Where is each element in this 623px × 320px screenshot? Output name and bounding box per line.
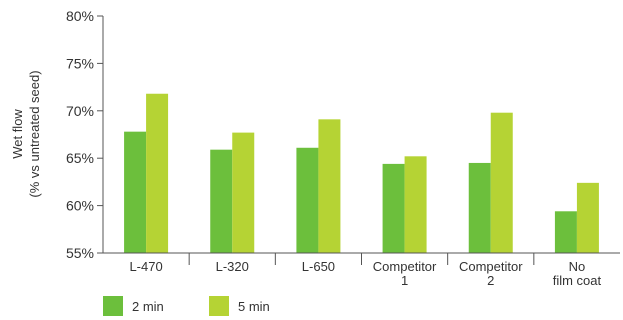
- legend-swatch: [209, 296, 229, 316]
- legend: 2 min 5 min: [103, 296, 270, 316]
- y-tick-label: 60%: [66, 198, 94, 214]
- bar-series-1: [210, 149, 233, 253]
- x-tick-label-line: 2: [487, 273, 494, 288]
- y-tick-label: 75%: [66, 55, 94, 71]
- legend-swatch: [103, 296, 123, 316]
- legend-label: 5 min: [238, 299, 270, 314]
- bar-series-2: [490, 112, 513, 253]
- x-tick-label-line: film coat: [553, 273, 602, 288]
- y-tick-label: 65%: [66, 150, 94, 166]
- y-axis-label-line: Wet flow: [10, 109, 25, 159]
- y-axis-ticks: 80% 75% 70% 65% 60% 55%: [66, 8, 103, 261]
- bars: [124, 93, 599, 254]
- y-tick-label: 70%: [66, 103, 94, 119]
- bar-series-2: [404, 156, 427, 253]
- y-axis-title: Wet flow (% vs untreated seed): [10, 70, 42, 197]
- bar-series-2: [232, 132, 255, 253]
- x-tick-label: Competitor 1: [373, 259, 437, 288]
- x-tick-label: L-320: [216, 259, 249, 274]
- x-tick-label: L-470: [129, 259, 162, 274]
- bar-series-2: [318, 119, 341, 253]
- x-tick-label-line: L-650: [302, 259, 335, 274]
- bar-series-2: [576, 182, 599, 253]
- y-axis-label-line: (% vs untreated seed): [27, 70, 42, 197]
- x-tick-label: Competitor 2: [459, 259, 523, 288]
- legend-label: 2 min: [132, 299, 164, 314]
- bar-series-2: [146, 93, 169, 254]
- x-tick-label: L-650: [302, 259, 335, 274]
- bar-series-1: [124, 131, 147, 253]
- bar-series-1: [296, 147, 319, 253]
- x-tick-label-line: L-320: [216, 259, 249, 274]
- x-tick-label-line: L-470: [129, 259, 162, 274]
- y-axis-label: Wet flow (% vs untreated seed): [10, 70, 42, 197]
- x-tick-label-line: Competitor: [373, 259, 437, 274]
- y-tick-label: 55%: [66, 245, 94, 261]
- x-tick-label-line: No: [569, 259, 586, 274]
- bar-series-1: [382, 163, 405, 253]
- bar-series-1: [468, 162, 491, 253]
- x-tick-label-line: Competitor: [459, 259, 523, 274]
- x-tick-label-line: 1: [401, 273, 408, 288]
- y-tick-label: 80%: [66, 8, 94, 24]
- bar-series-1: [554, 211, 577, 253]
- x-tick-label: No film coat: [553, 259, 602, 288]
